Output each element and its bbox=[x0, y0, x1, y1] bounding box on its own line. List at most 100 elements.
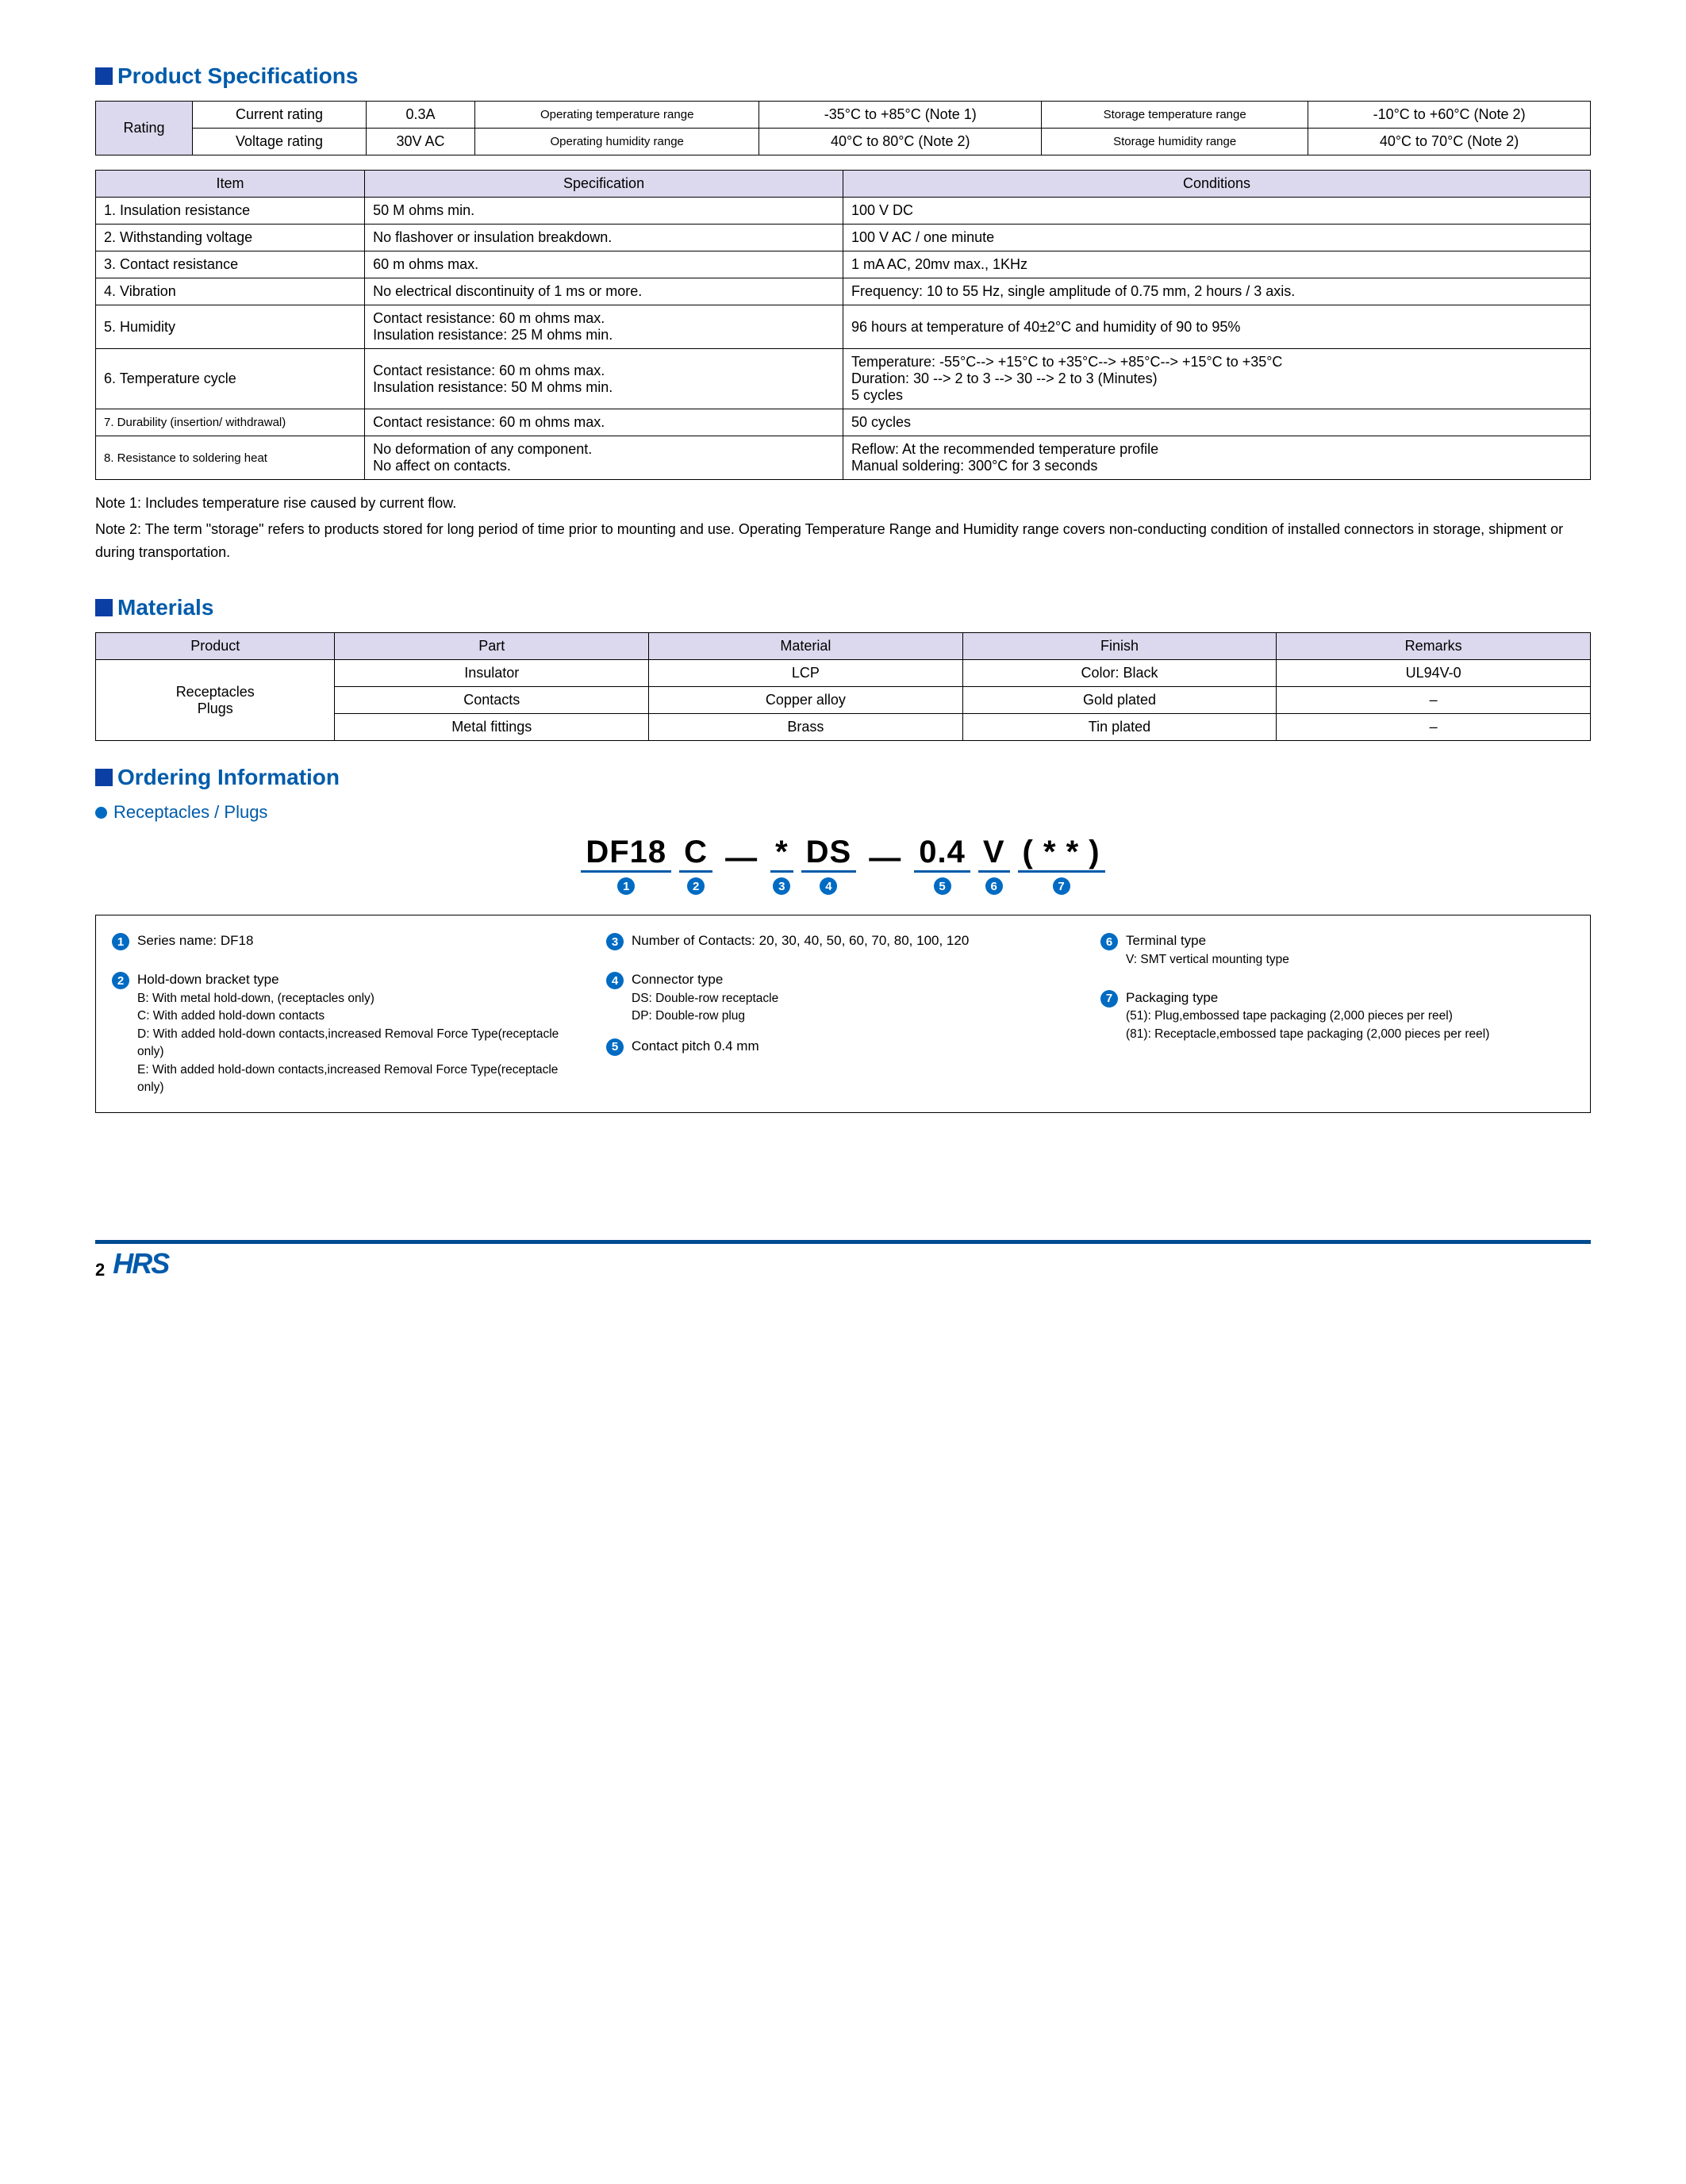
spec-spec: No flashover or insulation breakdown. bbox=[365, 225, 843, 251]
spec-item: 6. Temperature cycle bbox=[96, 349, 365, 409]
section-ordering-title: Ordering Information bbox=[117, 765, 340, 790]
spec-item: 1. Insulation resistance bbox=[96, 198, 365, 225]
code-text: V bbox=[978, 835, 1010, 873]
spec-item: 5. Humidity bbox=[96, 305, 365, 349]
spec-item: 4. Vibration bbox=[96, 278, 365, 305]
code-text: C bbox=[679, 835, 712, 873]
ordering-subtitle-text: Receptacles / Plugs bbox=[113, 802, 267, 823]
circle-4-icon: 4 bbox=[606, 972, 624, 989]
order-7-title: Packaging type bbox=[1126, 990, 1218, 1005]
mat-product: Receptacles Plugs bbox=[96, 660, 335, 741]
circle-7-icon: 7 bbox=[1053, 877, 1070, 895]
order-7-line: (81): Receptacle,embossed tape packaging… bbox=[1126, 1026, 1489, 1043]
mat-cell: Copper alloy bbox=[649, 687, 963, 714]
ordering-item-1: 1 Series name: DF18 bbox=[112, 931, 586, 951]
spec-spec: No electrical discontinuity of 1 ms or m… bbox=[365, 278, 843, 305]
rating-cell: Storage humidity range bbox=[1042, 129, 1308, 155]
circle-4-icon: 4 bbox=[820, 877, 837, 895]
code-text: 0.4 bbox=[914, 835, 970, 873]
ratings-table: Rating Current rating 0.3A Operating tem… bbox=[95, 101, 1591, 155]
section-marker-icon bbox=[95, 769, 113, 786]
code-part: DS 4 bbox=[801, 835, 857, 895]
order-3-title: Number of Contacts: 20, 30, 40, 50, 60, … bbox=[632, 933, 969, 948]
circle-2-icon: 2 bbox=[687, 877, 705, 895]
mat-cell: – bbox=[1277, 714, 1591, 741]
order-4-line: DP: Double-row plug bbox=[632, 1008, 778, 1025]
spec-spec: Contact resistance: 60 m ohms max. bbox=[365, 409, 843, 436]
rating-cell: -35°C to +85°C (Note 1) bbox=[759, 102, 1042, 129]
code-text: ( * * ) bbox=[1018, 835, 1105, 873]
circle-3-icon: 3 bbox=[773, 877, 790, 895]
spec-table: Item Specification Conditions 1. Insulat… bbox=[95, 170, 1591, 480]
circle-6-icon: 6 bbox=[985, 877, 1003, 895]
mat-cell: Color: Black bbox=[962, 660, 1277, 687]
order-7-line: (51): Plug,embossed tape packaging (2,00… bbox=[1126, 1008, 1489, 1025]
circle-5-icon: 5 bbox=[934, 877, 951, 895]
spec-cond: Frequency: 10 to 55 Hz, single amplitude… bbox=[843, 278, 1590, 305]
ordering-item-4: 4 Connector type DS: Double-row receptac… bbox=[606, 970, 1080, 1026]
ordering-item-7: 7 Packaging type (51): Plug,embossed tap… bbox=[1100, 988, 1574, 1044]
circle-1-icon: 1 bbox=[617, 877, 635, 895]
rating-cell: Current rating bbox=[193, 102, 367, 129]
order-2-line: E: With added hold-down contacts,increas… bbox=[137, 1061, 586, 1097]
section-marker-icon bbox=[95, 67, 113, 85]
page-number: 2 bbox=[95, 1260, 105, 1280]
spec-item: 7. Durability (insertion/ withdrawal) bbox=[96, 409, 365, 436]
spec-item: 8. Resistance to soldering heat bbox=[96, 436, 365, 480]
code-part: V6 bbox=[978, 835, 1010, 895]
circle-3-icon: 3 bbox=[606, 933, 624, 950]
rating-cell: Storage temperature range bbox=[1042, 102, 1308, 129]
rating-cell: 40°C to 80°C (Note 2) bbox=[759, 129, 1042, 155]
section-specs: Product Specifications bbox=[95, 63, 1591, 89]
rating-cell: -10°C to +60°C (Note 2) bbox=[1308, 102, 1591, 129]
code-part: ( * * ) 7 bbox=[1018, 835, 1105, 895]
order-2-line: C: With added hold-down contacts bbox=[137, 1008, 586, 1025]
ordering-code: DF181C2— *3DS4— 0.45V6( * * )7 bbox=[95, 835, 1591, 895]
section-ordering: Ordering Information bbox=[95, 765, 1591, 790]
note-2: Note 2: The term "storage" refers to pro… bbox=[95, 518, 1591, 564]
mat-cell: Brass bbox=[649, 714, 963, 741]
code-text: DS bbox=[801, 835, 857, 873]
rating-cell: Operating humidity range bbox=[475, 129, 759, 155]
order-1-title: Series name: DF18 bbox=[137, 933, 253, 948]
spec-cond: 100 V DC bbox=[843, 198, 1590, 225]
ordering-item-3: 3 Number of Contacts: 20, 30, 40, 50, 60… bbox=[606, 931, 1080, 951]
mat-cell: UL94V-0 bbox=[1277, 660, 1591, 687]
mat-cell: Tin plated bbox=[962, 714, 1277, 741]
page-footer: 2 HRS bbox=[95, 1240, 1591, 1280]
spec-cond: 1 mA AC, 20mv max., 1KHz bbox=[843, 251, 1590, 278]
ordering-item-5: 5 Contact pitch 0.4 mm bbox=[606, 1037, 1080, 1057]
order-5-title: Contact pitch 0.4 mm bbox=[632, 1038, 759, 1054]
circle-6-icon: 6 bbox=[1100, 933, 1118, 950]
hrs-logo-icon: HRS bbox=[113, 1247, 168, 1280]
rating-cell: Voltage rating bbox=[193, 129, 367, 155]
code-part: 0.45 bbox=[914, 835, 970, 895]
spec-spec: 50 M ohms min. bbox=[365, 198, 843, 225]
spec-item: 2. Withstanding voltage bbox=[96, 225, 365, 251]
mat-h4: Remarks bbox=[1277, 633, 1591, 660]
mat-h2: Material bbox=[649, 633, 963, 660]
section-materials-title: Materials bbox=[117, 595, 213, 620]
code-part: DF181 bbox=[581, 835, 671, 895]
spec-cond: Temperature: -55°C--> +15°C to +35°C--> … bbox=[843, 349, 1590, 409]
code-part: — bbox=[720, 840, 762, 895]
order-4-title: Connector type bbox=[632, 972, 723, 987]
rating-cell: Operating temperature range bbox=[475, 102, 759, 129]
mat-cell: Contacts bbox=[335, 687, 649, 714]
code-part: *3 bbox=[770, 835, 793, 895]
code-part: C2 bbox=[679, 835, 712, 895]
mat-cell: Gold plated bbox=[962, 687, 1277, 714]
spec-item: 3. Contact resistance bbox=[96, 251, 365, 278]
mat-cell: Metal fittings bbox=[335, 714, 649, 741]
ordering-item-2: 2 Hold-down bracket type B: With metal h… bbox=[112, 970, 586, 1096]
spec-spec: 60 m ohms max. bbox=[365, 251, 843, 278]
note-1: Note 1: Includes temperature rise caused… bbox=[95, 492, 1591, 515]
rating-cell: 0.3A bbox=[367, 102, 475, 129]
ordering-subtitle: Receptacles / Plugs bbox=[95, 802, 1591, 823]
order-2-line: B: With metal hold-down, (receptacles on… bbox=[137, 990, 586, 1008]
spec-notes: Note 1: Includes temperature rise caused… bbox=[95, 492, 1591, 563]
ordering-legend: 1 Series name: DF18 2 Hold-down bracket … bbox=[95, 915, 1591, 1113]
mat-h0: Product bbox=[96, 633, 335, 660]
circle-2-icon: 2 bbox=[112, 972, 129, 989]
section-specs-title: Product Specifications bbox=[117, 63, 358, 89]
